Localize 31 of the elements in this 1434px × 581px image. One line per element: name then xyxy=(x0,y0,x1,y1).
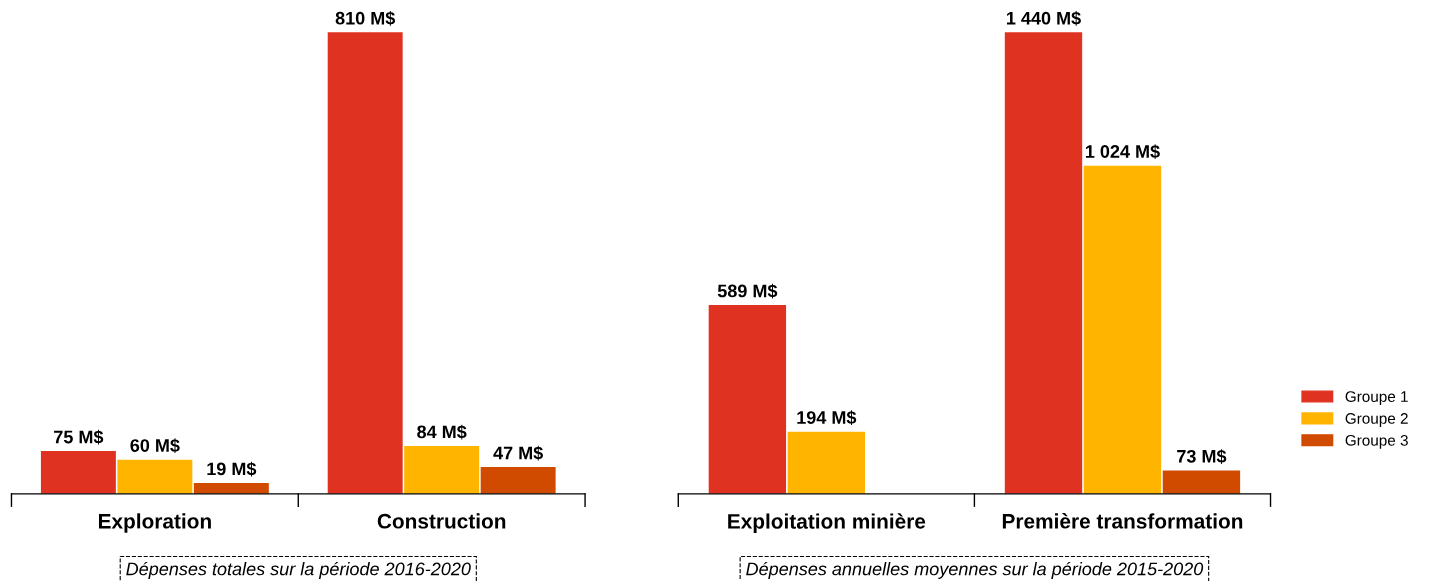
data-label: 75 M$ xyxy=(54,429,104,445)
bar xyxy=(787,431,866,494)
legend-label: Groupe 3 xyxy=(1345,434,1408,449)
bar xyxy=(404,445,480,494)
bar xyxy=(327,32,403,494)
data-label: 1 024 M$ xyxy=(1085,144,1160,160)
bar xyxy=(1162,470,1241,494)
data-label: 194 M$ xyxy=(797,410,857,426)
bar xyxy=(40,451,116,494)
data-label: 589 M$ xyxy=(717,283,778,299)
text: Dépenses annuelles moyennes sur la période 2015-2020 xyxy=(746,561,1204,579)
x-tick-label: Exploitation minière xyxy=(728,513,926,533)
text: Dépenses totales sur la période 2016-2020 xyxy=(126,561,471,579)
data-label: 810 M$ xyxy=(335,10,396,26)
data-label: 1 440 M$ xyxy=(1007,10,1081,26)
bar xyxy=(1083,165,1162,494)
data-label: 19 M$ xyxy=(207,461,257,477)
bar xyxy=(193,483,269,494)
data-label: 60 M$ xyxy=(130,438,180,454)
legend-label: Groupe 2 xyxy=(1345,413,1408,427)
x-tick-label: Première transformation xyxy=(1002,513,1243,529)
data-label: 47 M$ xyxy=(493,445,543,461)
bar xyxy=(480,467,556,494)
data-label: 84 M$ xyxy=(417,424,467,440)
legend-label: Groupe 1 xyxy=(1345,391,1408,406)
x-tick-label: Construction xyxy=(377,513,506,529)
data-label: 73 M$ xyxy=(1177,449,1227,464)
bar xyxy=(117,459,193,494)
bar xyxy=(708,305,787,494)
bar xyxy=(1004,32,1083,494)
x-tick-label: Exploration xyxy=(98,513,211,533)
